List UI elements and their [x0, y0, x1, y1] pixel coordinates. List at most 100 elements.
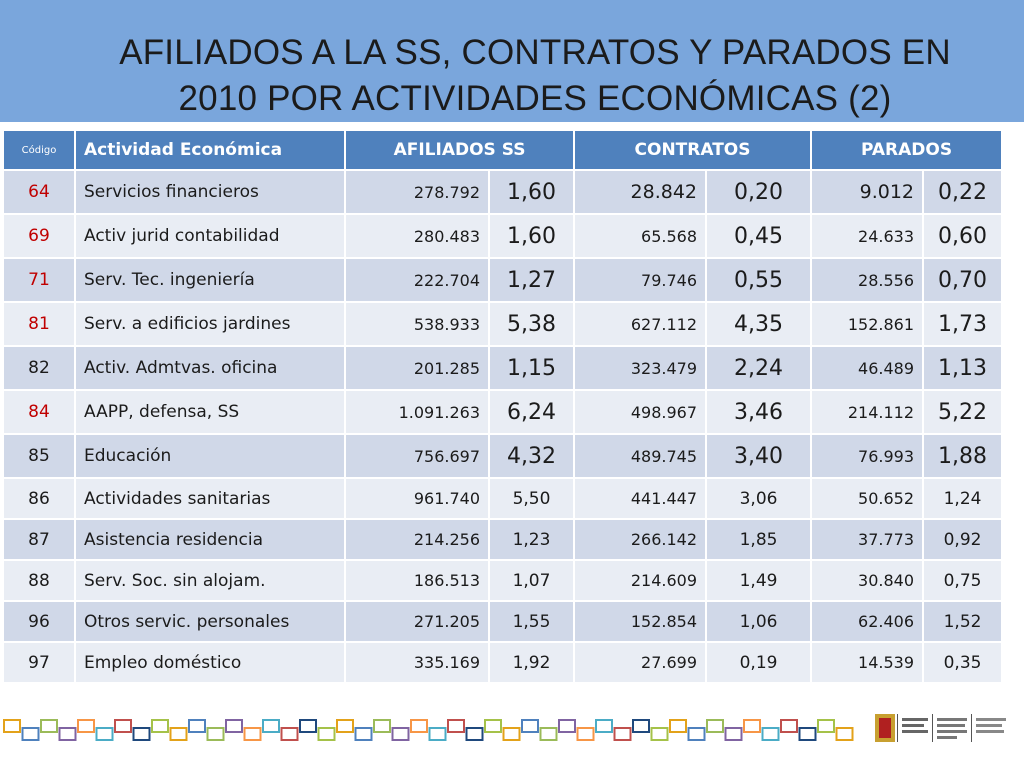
- cell-afiliados: 222.704: [344, 257, 490, 303]
- cell-contratos: 489.745: [573, 433, 708, 479]
- cell-activity: Serv. Tec. ingeniería: [74, 257, 346, 303]
- cell-activity: Serv. a edificios jardines: [74, 301, 346, 347]
- cell-parados-pct: 1,52: [922, 600, 1004, 643]
- cell-contratos: 441.447: [573, 477, 708, 520]
- cell-parados-pct: 0,22: [922, 169, 1004, 215]
- header-parados: PARADOS: [810, 129, 1004, 171]
- cell-activity: Educación: [74, 433, 346, 479]
- slide-title-line2: 2010 POR ACTIVIDADES ECONÓMICAS (2): [178, 79, 892, 118]
- table-row: 97 Empleo doméstico 335.169 1,92 27.699 0,19 1…: [2, 641, 1004, 684]
- table-row: 82 Activ. Admtvas. oficina 201.285 1,15 323.…: [2, 345, 1004, 391]
- cell-activity: Empleo doméstico: [74, 641, 346, 684]
- cell-parados: 62.406: [810, 600, 925, 643]
- cell-code: 84: [2, 389, 76, 435]
- cell-code: 71: [2, 257, 76, 303]
- cell-activity: Actividades sanitarias: [74, 477, 346, 520]
- cell-activity: Asistencia residencia: [74, 518, 346, 561]
- table-row: 84 AAPP, defensa, SS 1.091.263 6,24 498.967 3…: [2, 389, 1004, 435]
- cell-activity: Serv. Soc. sin alojam.: [74, 559, 346, 602]
- table-row: 88 Serv. Soc. sin alojam. 186.513 1,07 214.6…: [2, 559, 1004, 602]
- cell-afiliados: 214.256: [344, 518, 490, 561]
- cell-afiliados-pct: 4,32: [487, 433, 576, 479]
- government-of-spain-logo-icon: [875, 714, 1006, 742]
- cell-afiliados-pct: 1,92: [487, 641, 576, 684]
- cell-afiliados: 186.513: [344, 559, 490, 602]
- cell-contratos-pct: 0,45: [705, 213, 813, 259]
- cell-afiliados: 756.697: [344, 433, 490, 479]
- cell-afiliados: 335.169: [344, 641, 490, 684]
- cell-contratos: 323.479: [573, 345, 708, 391]
- cell-contratos-pct: 1,85: [705, 518, 813, 561]
- cell-afiliados: 271.205: [344, 600, 490, 643]
- cell-afiliados-pct: 1,60: [487, 213, 576, 259]
- cell-contratos: 214.609: [573, 559, 708, 602]
- cell-parados-pct: 1,73: [922, 301, 1004, 347]
- cell-parados-pct: 1,13: [922, 345, 1004, 391]
- cell-afiliados: 538.933: [344, 301, 490, 347]
- slide-title: AFILIADOS A LA SS, CONTRATOS Y PARADOS E…: [40, 30, 1024, 122]
- cell-parados-pct: 0,70: [922, 257, 1004, 303]
- cell-parados-pct: 0,75: [922, 559, 1004, 602]
- cell-afiliados: 280.483: [344, 213, 490, 259]
- cell-parados-pct: 5,22: [922, 389, 1004, 435]
- cell-code: 96: [2, 600, 76, 643]
- table-row: 69 Activ jurid contabilidad 280.483 1,60 65.…: [2, 213, 1004, 259]
- table-row: 85 Educación 756.697 4,32 489.745 3,40 76.993 1…: [2, 433, 1004, 479]
- cell-contratos-pct: 3,46: [705, 389, 813, 435]
- cell-afiliados: 278.792: [344, 169, 490, 215]
- header-afiliados: AFILIADOS SS: [343, 129, 576, 171]
- cell-parados: 24.633: [810, 213, 925, 259]
- cell-contratos-pct: 3,06: [705, 477, 813, 520]
- cell-afiliados-pct: 1,60: [487, 169, 576, 215]
- cell-parados: 76.993: [810, 433, 925, 479]
- title-band: [0, 0, 1024, 122]
- cell-contratos-pct: 4,35: [705, 301, 813, 347]
- cell-afiliados-pct: 5,50: [487, 477, 576, 520]
- cell-parados: 46.489: [810, 345, 925, 391]
- cell-parados: 214.112: [810, 389, 925, 435]
- header-activity: Actividad Económica: [74, 129, 346, 171]
- cell-parados: 37.773: [810, 518, 925, 561]
- cell-contratos: 28.842: [573, 169, 708, 215]
- cell-contratos-pct: 3,40: [705, 433, 813, 479]
- cell-parados: 152.861: [810, 301, 925, 347]
- cell-afiliados-pct: 1,07: [487, 559, 576, 602]
- table-row: 64 Servicios financieros 278.792 1,60 28.842…: [2, 169, 1004, 215]
- cell-activity: AAPP, defensa, SS: [74, 389, 346, 435]
- cell-contratos: 498.967: [573, 389, 708, 435]
- cell-parados-pct: 1,88: [922, 433, 1004, 479]
- cell-contratos: 65.568: [573, 213, 708, 259]
- cell-parados: 28.556: [810, 257, 925, 303]
- cell-afiliados-pct: 5,38: [487, 301, 576, 347]
- cell-code: 87: [2, 518, 76, 561]
- cell-activity: Activ jurid contabilidad: [74, 213, 346, 259]
- cell-afiliados-pct: 6,24: [487, 389, 576, 435]
- cell-code: 88: [2, 559, 76, 602]
- cell-afiliados-pct: 1,15: [487, 345, 576, 391]
- slide-title-line1: AFILIADOS A LA SS, CONTRATOS Y PARADOS E…: [119, 33, 951, 72]
- table-row: 86 Actividades sanitarias 961.740 5,50 441.4…: [2, 477, 1004, 520]
- cell-parados: 50.652: [810, 477, 925, 520]
- cell-activity: Servicios financieros: [74, 169, 346, 215]
- cell-code: 97: [2, 641, 76, 684]
- cell-contratos: 27.699: [573, 641, 708, 684]
- cell-contratos-pct: 0,55: [705, 257, 813, 303]
- cell-contratos: 627.112: [573, 301, 708, 347]
- cell-parados: 9.012: [810, 169, 925, 215]
- cell-afiliados-pct: 1,27: [487, 257, 576, 303]
- cell-parados-pct: 1,24: [922, 477, 1004, 520]
- cell-afiliados: 201.285: [344, 345, 490, 391]
- cell-code: 69: [2, 213, 76, 259]
- cell-contratos-pct: 0,20: [705, 169, 813, 215]
- cell-code: 86: [2, 477, 76, 520]
- table-row: 87 Asistencia residencia 214.256 1,23 266.14…: [2, 518, 1004, 561]
- header-contratos: CONTRATOS: [573, 129, 813, 171]
- cell-contratos-pct: 0,19: [705, 641, 813, 684]
- cell-afiliados: 961.740: [344, 477, 490, 520]
- cell-afiliados-pct: 1,55: [487, 600, 576, 643]
- cell-code: 81: [2, 301, 76, 347]
- table-header-row: Código Actividad Económica AFILIADOS SS …: [2, 129, 1004, 171]
- cell-contratos-pct: 1,06: [705, 600, 813, 643]
- cell-code: 64: [2, 169, 76, 215]
- table-row: 96 Otros servic. personales 271.205 1,55 152…: [2, 600, 1004, 643]
